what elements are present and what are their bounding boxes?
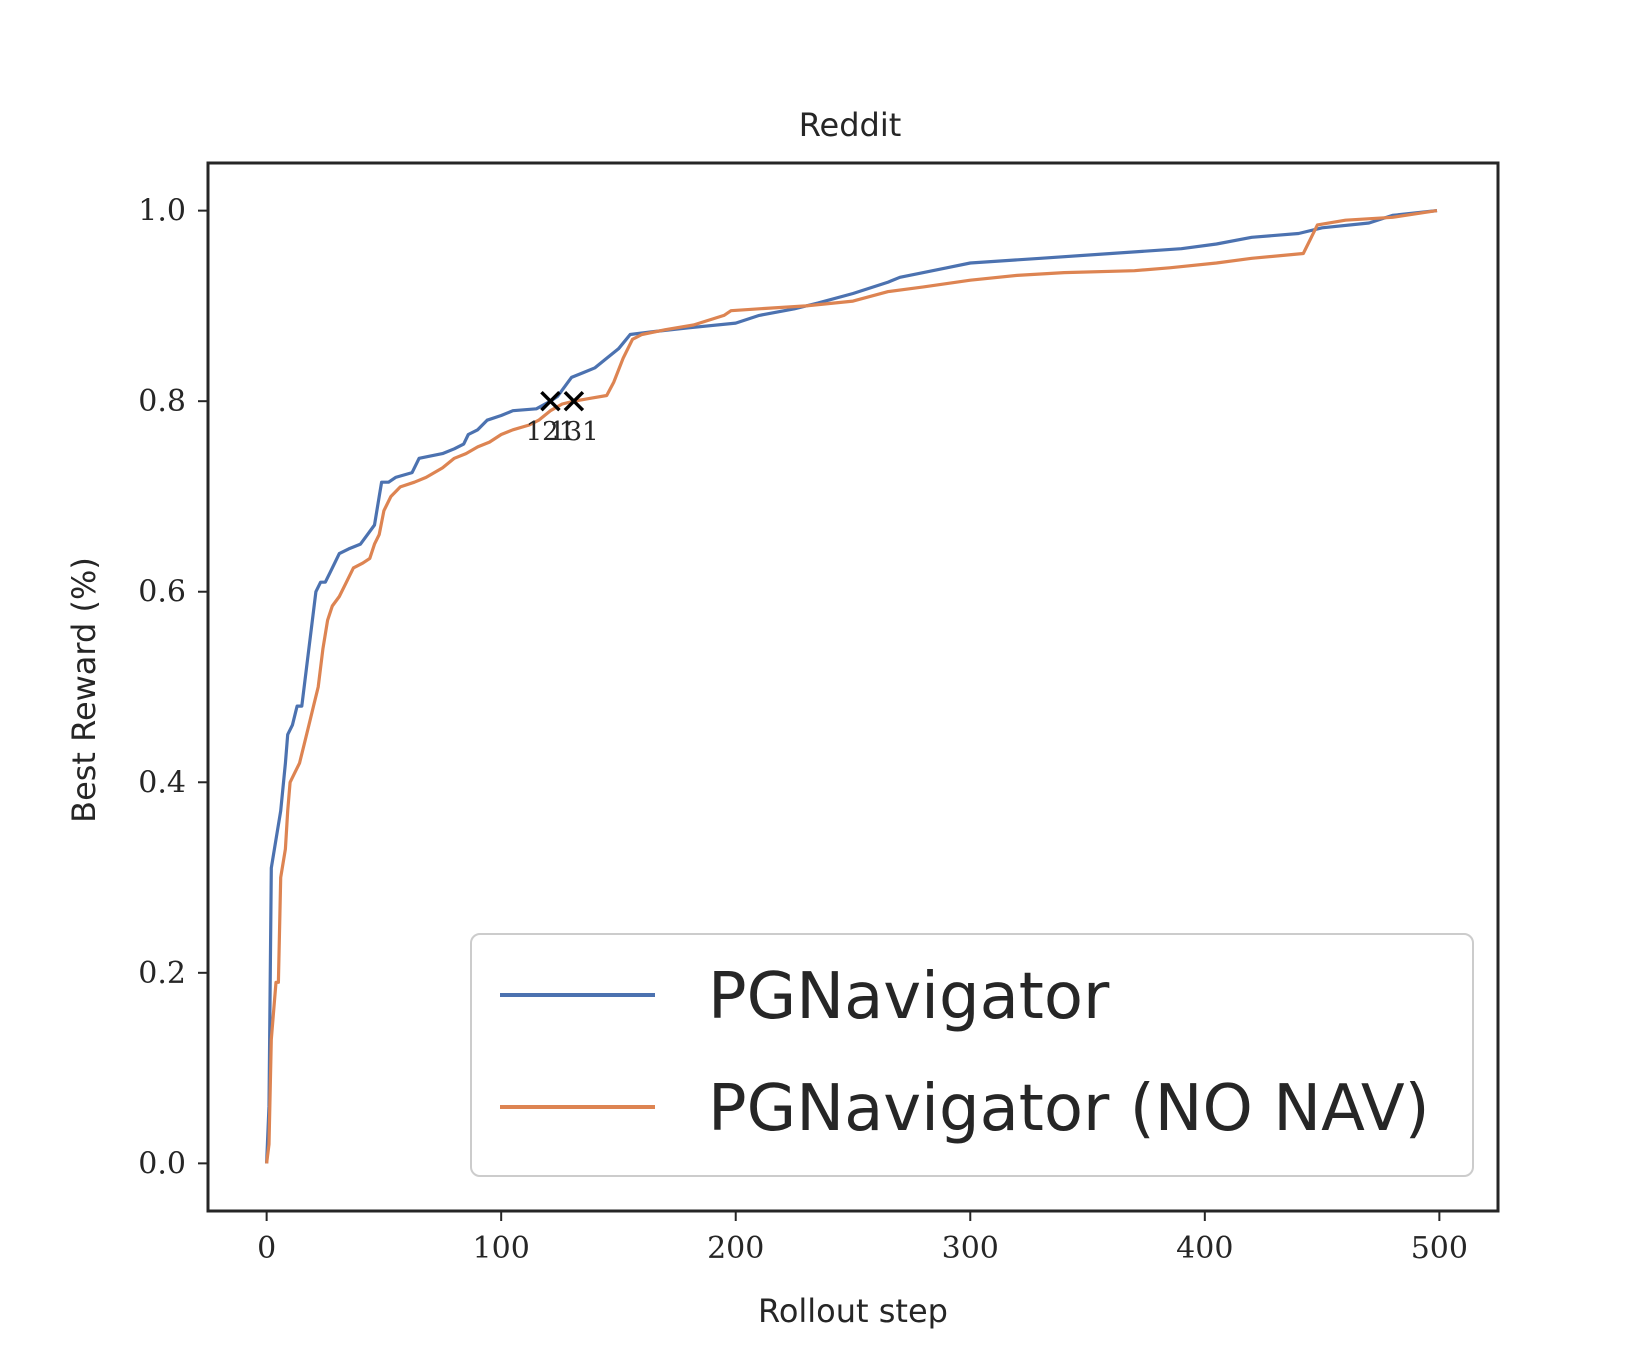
series-line-1 — [265, 209, 1438, 1164]
x-axis-title: Rollout step — [758, 1292, 948, 1330]
marker-x — [540, 390, 561, 412]
marker-label: 121 — [526, 417, 576, 447]
y-tick-label: 0.4 — [138, 765, 186, 800]
x-tick-label: 100 — [473, 1231, 530, 1266]
legend-label: PGNavigator (NO NAV) — [708, 1072, 1430, 1146]
chart-title: Reddit — [799, 106, 902, 144]
y-tick-label: 0.8 — [138, 384, 186, 419]
plot-frame — [206, 161, 1500, 1213]
y-axis-title: Best Reward (%) — [65, 557, 103, 823]
x-axis-ticks: 0 100 200 300 400 500 — [257, 1211, 1468, 1266]
marker-x — [563, 390, 585, 412]
plot-area — [265, 209, 1438, 1164]
legend-box — [470, 933, 1474, 1177]
y-tick-label: 0.0 — [138, 1146, 186, 1181]
x-tick-label: 0 — [257, 1231, 276, 1266]
legend: PGNavigator PGNavigator (NO NAV) — [470, 933, 1474, 1177]
x-tick-label: 400 — [1176, 1231, 1233, 1266]
x-tick-label: 300 — [942, 1231, 999, 1266]
y-tick-label: 0.6 — [138, 575, 186, 610]
x-tick-label: 500 — [1411, 1231, 1468, 1266]
y-tick-label: 0.2 — [138, 956, 186, 991]
y-axis-ticks: 0.0 0.2 0.4 0.6 0.8 1.0 — [138, 194, 208, 1181]
y-tick-label: 1.0 — [138, 194, 186, 229]
legend-label: PGNavigator — [708, 960, 1110, 1034]
x-tick-label: 200 — [707, 1231, 764, 1266]
series-line-0 — [265, 209, 1438, 1164]
marker-label: 131 — [549, 417, 599, 447]
